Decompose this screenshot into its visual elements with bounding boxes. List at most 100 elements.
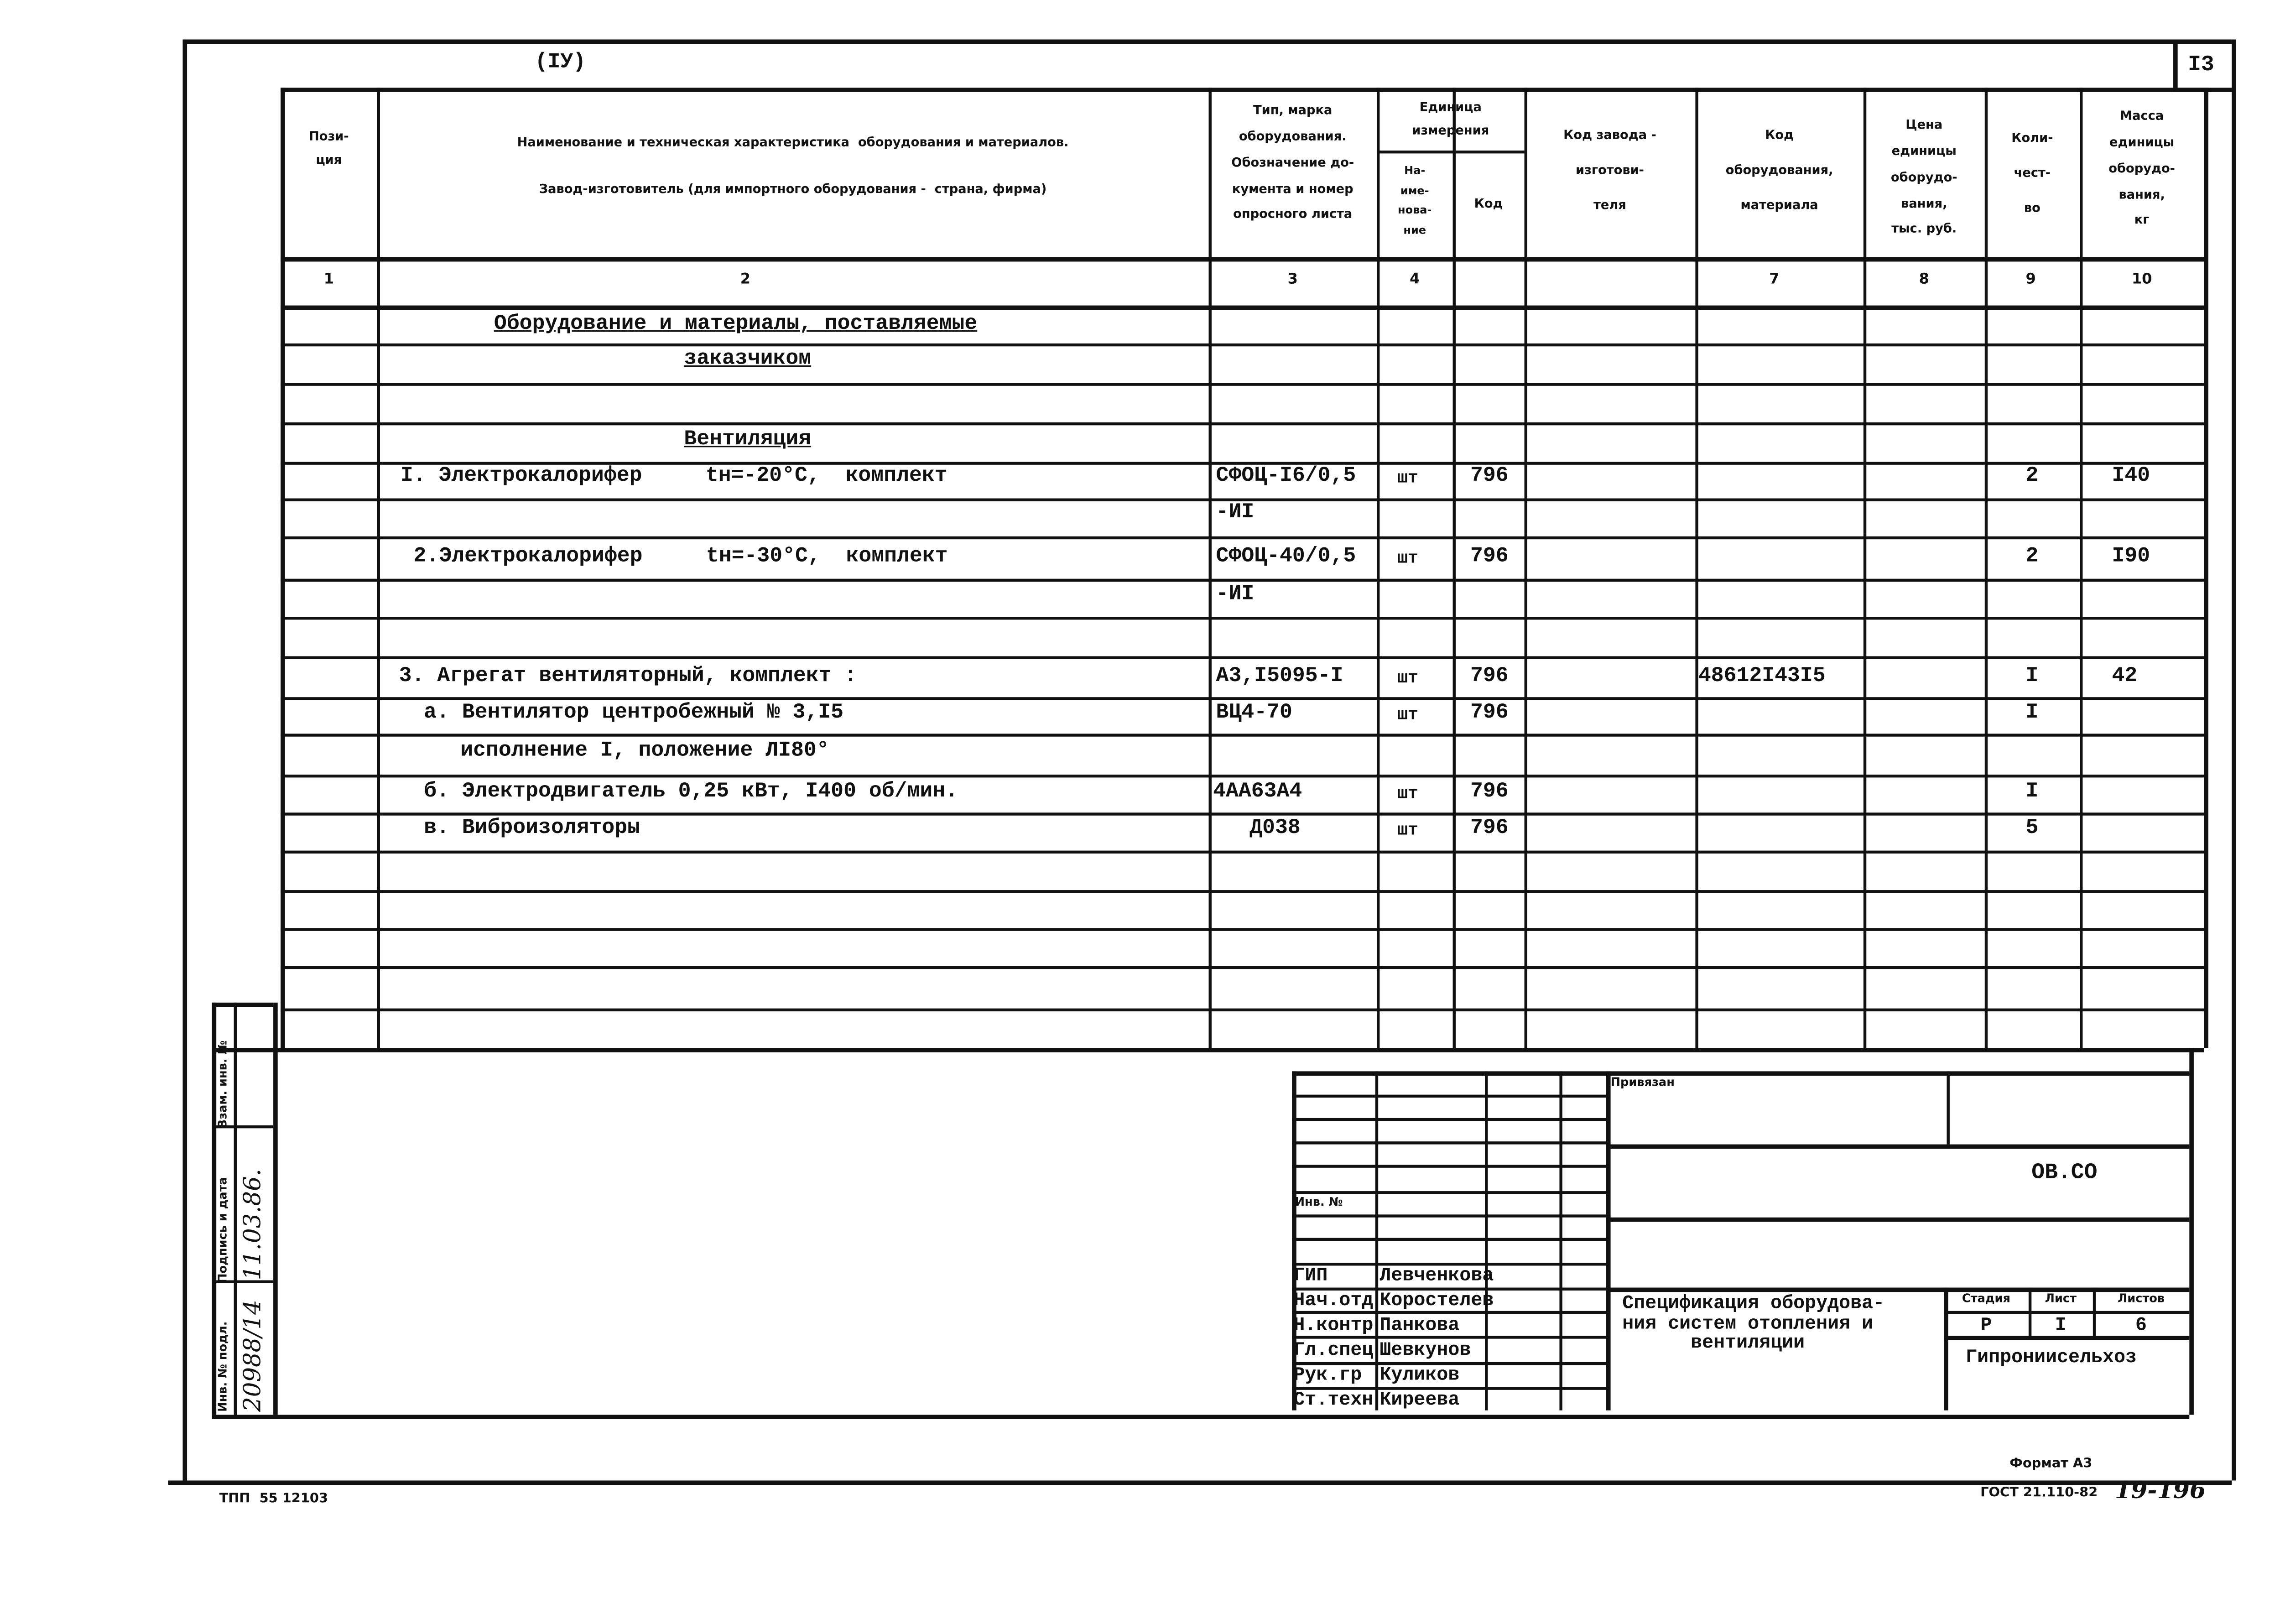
grid-line: [281, 734, 2204, 736]
staff-name: Шевкунов: [1379, 1338, 1471, 1361]
cell-type: Д038: [1249, 817, 1301, 841]
grid-line: [281, 928, 2204, 931]
cell-code: 796: [1470, 464, 1509, 489]
cell-unit: шт: [1397, 668, 1418, 688]
cell-type: -ИI: [1216, 583, 1255, 607]
col-number: 10: [2131, 271, 2152, 288]
cell-qty: 2: [2025, 464, 2039, 489]
staff-role: Нач.отд: [1293, 1289, 1374, 1311]
document-code: ОВ.СО: [2031, 1160, 2098, 1186]
cell-unit: шт: [1397, 820, 1418, 841]
cell-qty: I: [2025, 665, 2039, 688]
col-number: 7: [1769, 271, 1780, 288]
grid-line: [1375, 1071, 1378, 1411]
grid-line: [1944, 1287, 1948, 1411]
corner-label: (IУ): [535, 51, 586, 75]
grid-line: [2204, 88, 2208, 1048]
grid-line: [1452, 88, 1455, 1048]
grid-line: [2232, 39, 2236, 1481]
cell-code: 796: [1470, 780, 1509, 804]
grid-line: [1292, 1387, 1606, 1390]
project-code: ТПП 55 12103: [219, 1492, 328, 1507]
staff-role: Гл.спец: [1293, 1338, 1374, 1361]
grid-line: [1606, 1144, 2190, 1148]
organization: Гипрониисельхоз: [1966, 1346, 2137, 1368]
grid-line: [273, 1002, 277, 1415]
col-header-qty: Коли- чест- во: [2011, 131, 2053, 216]
grid-line: [281, 305, 2204, 309]
grid-line: [1292, 1191, 1606, 1194]
col-header-unit: Единица измерения: [1412, 101, 1489, 139]
cell-qty: 2: [2025, 545, 2039, 569]
col-number: 3: [1287, 271, 1298, 288]
col-header-unit-code: Код: [1474, 197, 1503, 212]
grid-line: [281, 257, 2204, 261]
cell-type: А3,I5095-I: [1216, 665, 1343, 688]
grid-line: [1292, 1165, 1606, 1167]
grid-line: [1292, 1311, 1606, 1313]
cell-qty: 5: [2025, 817, 2039, 841]
cell-unit: шт: [1397, 704, 1418, 725]
grid-line: [281, 966, 2204, 968]
cell-name: 2.Электрокалорифер tн=-30°С, комплект: [413, 545, 948, 569]
section-heading: заказчиком: [684, 348, 812, 371]
grid-line: [1208, 88, 1211, 1048]
cell-name: в. Виброизоляторы: [424, 817, 640, 841]
grid-line: [1524, 88, 1527, 1048]
grid-line: [212, 1048, 2204, 1052]
section-heading: Оборудование и материалы, поставляемые: [494, 312, 978, 336]
section-heading-ventilation: Вентиляция: [684, 428, 812, 452]
grid-line: [212, 1002, 274, 1007]
staff-name: Панкова: [1379, 1314, 1460, 1336]
grid-line: [281, 536, 2204, 539]
col-header-equipment-code: Код оборудования, материала: [1725, 128, 1833, 213]
sheet-number: I3: [2188, 52, 2214, 78]
inv-no-label: Инв. №: [1295, 1195, 1343, 1209]
grid-line: [1292, 1071, 2190, 1075]
col-number: 8: [1919, 271, 1929, 288]
document-title: Спецификация оборудова- ния систем отопл…: [1622, 1292, 1885, 1354]
grid-line: [281, 88, 2204, 92]
stamp-signature-date-value: 11.03.86.: [238, 1168, 266, 1280]
col-header-unit-name: На- име- нова- ние: [1397, 163, 1432, 236]
staff-name: Куликов: [1379, 1364, 1460, 1386]
grid-line: [168, 1480, 2232, 1484]
staff-role: Рук.гр: [1293, 1364, 1362, 1386]
stamp-replaced-inv-label: Взам. инв. №: [216, 1040, 229, 1129]
grid-line: [281, 890, 2204, 893]
cell-type: -ИI: [1216, 501, 1255, 525]
grid-line: [212, 1002, 216, 1415]
handwritten-number: 19-196: [2114, 1476, 2206, 1504]
grid-line: [281, 383, 2204, 385]
cell-qty: I: [2025, 780, 2039, 804]
grid-line: [281, 343, 2204, 346]
attached-label: Привязан: [1610, 1075, 1675, 1089]
cell-equipment-code: 48612I43I5: [1698, 665, 1826, 688]
grid-line: [1944, 1311, 2190, 1313]
cell-code: 796: [1470, 817, 1509, 841]
col-header-price: Цена единицы оборудо- вания, тыс. руб.: [1890, 118, 1957, 238]
grid-line: [1292, 1214, 1606, 1217]
grid-line: [1606, 1287, 2190, 1291]
grid-line: [182, 39, 187, 1481]
grid-line: [281, 850, 2204, 853]
grid-line: [1292, 1141, 1606, 1144]
col-number: 9: [2025, 271, 2036, 288]
col-number: 4: [1410, 271, 1420, 288]
cell-name: б. Электродвигатель 0,25 кВт, I400 об/ми…: [424, 780, 958, 804]
grid-line: [1292, 1238, 1606, 1240]
grid-line: [1485, 1071, 1488, 1411]
grid-line: [2189, 1048, 2193, 1415]
cell-type: СФОЦ-I6/0,5: [1216, 464, 1356, 489]
grid-line: [281, 812, 2204, 815]
sheet-label: Лист: [2045, 1292, 2077, 1305]
cell-code: 796: [1470, 701, 1509, 725]
grid-line: [1606, 1217, 2190, 1222]
grid-line: [212, 1415, 2190, 1419]
grid-line: [1292, 1118, 1606, 1121]
cell-unit: шт: [1397, 468, 1418, 489]
grid-line: [281, 775, 2204, 777]
col-header-name: Наименование и техническая характеристик…: [517, 135, 1069, 198]
grid-line: [281, 697, 2204, 700]
cell-name: 3. Агрегат вентиляторный, комплект :: [399, 665, 857, 688]
